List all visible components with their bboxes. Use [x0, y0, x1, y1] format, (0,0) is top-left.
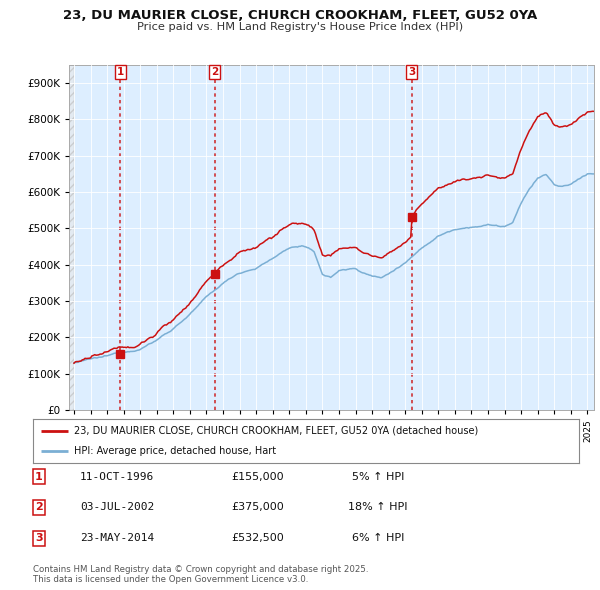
Text: 23, DU MAURIER CLOSE, CHURCH CROOKHAM, FLEET, GU52 0YA (detached house): 23, DU MAURIER CLOSE, CHURCH CROOKHAM, F…	[74, 426, 478, 436]
Text: £532,500: £532,500	[232, 533, 284, 543]
Text: Price paid vs. HM Land Registry's House Price Index (HPI): Price paid vs. HM Land Registry's House …	[137, 22, 463, 32]
Text: HPI: Average price, detached house, Hart: HPI: Average price, detached house, Hart	[74, 446, 276, 456]
Text: 3: 3	[35, 533, 43, 543]
Text: 03-JUL-2002: 03-JUL-2002	[80, 503, 154, 512]
Text: 11-OCT-1996: 11-OCT-1996	[80, 472, 154, 481]
Text: 5% ↑ HPI: 5% ↑ HPI	[352, 472, 404, 481]
Text: 3: 3	[408, 67, 415, 77]
Text: 1: 1	[116, 67, 124, 77]
Text: £375,000: £375,000	[232, 503, 284, 512]
Text: 2: 2	[211, 67, 218, 77]
Text: 2: 2	[35, 503, 43, 512]
Text: 23, DU MAURIER CLOSE, CHURCH CROOKHAM, FLEET, GU52 0YA: 23, DU MAURIER CLOSE, CHURCH CROOKHAM, F…	[63, 9, 537, 22]
Text: £155,000: £155,000	[232, 472, 284, 481]
Text: 18% ↑ HPI: 18% ↑ HPI	[348, 503, 408, 512]
Text: 6% ↑ HPI: 6% ↑ HPI	[352, 533, 404, 543]
Text: Contains HM Land Registry data © Crown copyright and database right 2025.
This d: Contains HM Land Registry data © Crown c…	[33, 565, 368, 584]
Text: 1: 1	[35, 472, 43, 481]
Text: 23-MAY-2014: 23-MAY-2014	[80, 533, 154, 543]
